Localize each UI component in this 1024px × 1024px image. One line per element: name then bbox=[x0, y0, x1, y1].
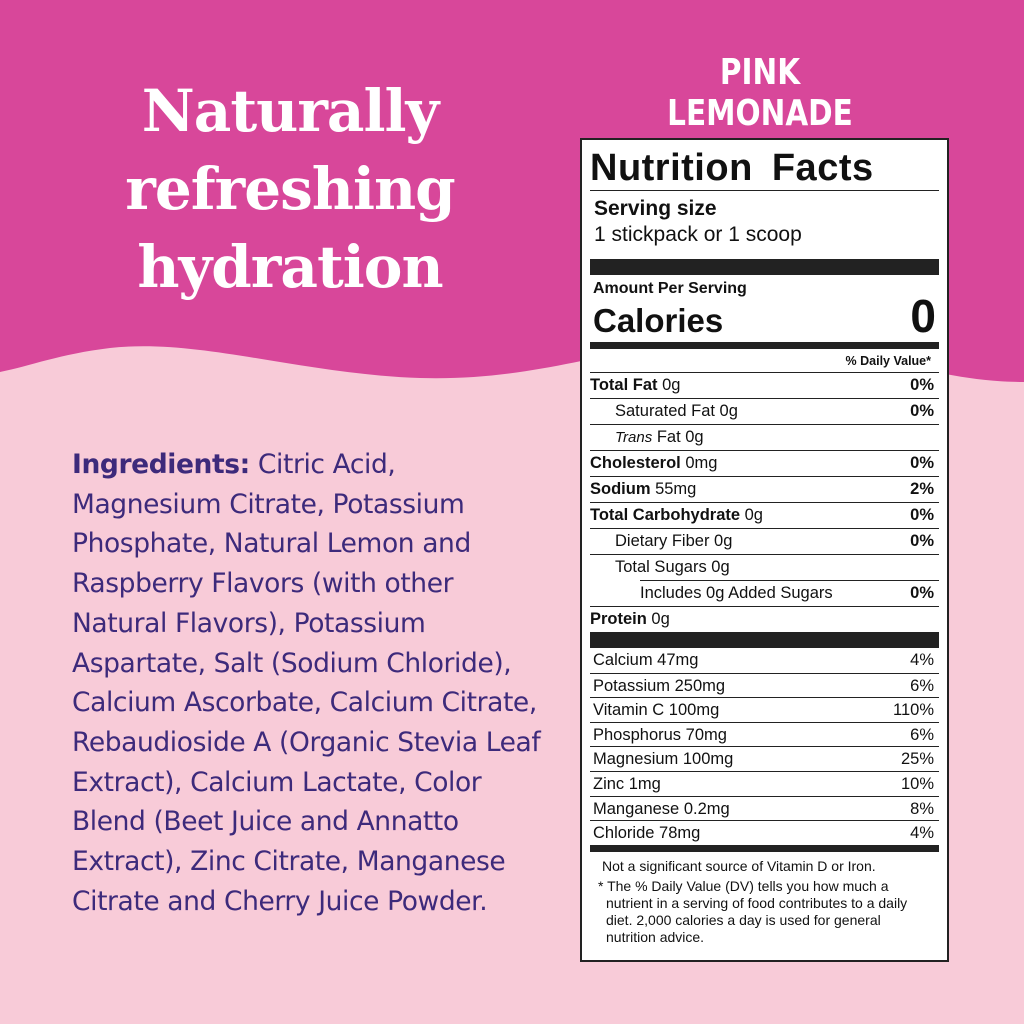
nutrient-dv: 0% bbox=[910, 532, 934, 550]
calories-label: Calories bbox=[593, 302, 724, 339]
divider bbox=[590, 342, 939, 349]
flavor-name: PINK LEMONADE bbox=[667, 52, 853, 134]
calories-row: Calories 0 bbox=[590, 292, 939, 340]
nutrient-row: Dietary Fiber 0g 0% bbox=[590, 528, 939, 554]
mineral-label: Potassium 250mg bbox=[593, 676, 726, 695]
amount-per-serving: Amount Per Serving bbox=[593, 280, 747, 297]
mineral-label: Phosphorus 70mg bbox=[593, 725, 727, 744]
mineral-row: Phosphorus 70mg 6% bbox=[590, 721, 939, 747]
serving-size-label: Serving size bbox=[594, 197, 717, 220]
mineral-label: Magnesium 100mg bbox=[593, 750, 734, 769]
nutrient-label: Cholesterol 0mg bbox=[590, 454, 718, 472]
nutrient-label: Trans Fat 0g bbox=[615, 428, 704, 446]
ingredients-text: Citric Acid, Magnesium Citrate, Potassiu… bbox=[72, 449, 541, 917]
divider bbox=[590, 259, 939, 275]
mineral-dv: 4% bbox=[910, 651, 934, 669]
nutrient-dv: 0% bbox=[910, 506, 934, 524]
mineral-row: Chloride 78mg 4% bbox=[590, 820, 939, 845]
mineral-label: Zinc 1mg bbox=[593, 774, 661, 793]
nutrient-dv: 0% bbox=[910, 454, 934, 472]
nutrient-label: Saturated Fat 0g bbox=[615, 402, 738, 420]
divider bbox=[590, 632, 939, 648]
headline-line: refreshing bbox=[125, 155, 455, 223]
mineral-dv: 6% bbox=[910, 676, 934, 695]
mineral-label: Manganese 0.2mg bbox=[593, 799, 730, 818]
mineral-dv: 4% bbox=[910, 824, 934, 843]
nutrient-dv: 2% bbox=[910, 480, 934, 498]
nutrient-italic: Trans bbox=[615, 429, 653, 446]
mineral-row: Potassium 250mg 6% bbox=[590, 672, 939, 698]
mineral-dv: 25% bbox=[900, 750, 934, 769]
headline-line: Naturally bbox=[141, 77, 439, 145]
mineral-dv: 8% bbox=[910, 799, 934, 818]
headline: Naturally refreshing hydration bbox=[60, 72, 520, 306]
mineral-row: Manganese 0.2mg 8% bbox=[590, 795, 939, 821]
nutrient-row: Sodium 55mg 2% bbox=[590, 476, 939, 502]
calories-value: 0 bbox=[910, 290, 936, 342]
mineral-dv: 10% bbox=[900, 774, 934, 793]
ingredients-label: Ingredients: bbox=[72, 449, 250, 480]
nutrient-row: Total Fat 0g 0% bbox=[590, 372, 939, 398]
nutrition-facts-panel: Nutrition Facts Serving size 1 stickpack… bbox=[580, 138, 949, 962]
nutrient-dv: 0% bbox=[910, 584, 934, 602]
daily-value-header: % Daily Value* bbox=[845, 354, 931, 368]
nutrition-title: Nutrition Facts bbox=[590, 147, 874, 189]
nutrient-dv: 0% bbox=[910, 402, 934, 420]
mineral-row: Magnesium 100mg 25% bbox=[590, 746, 939, 771]
nutrient-row: Saturated Fat 0g 0% bbox=[590, 398, 939, 424]
mineral-row: Zinc 1mg 10% bbox=[590, 770, 939, 796]
nutrient-label: Protein 0g bbox=[590, 610, 670, 628]
serving-size-value: 1 stickpack or 1 scoop bbox=[594, 223, 802, 246]
nutrient-row: Includes 0g Added Sugars 0% bbox=[640, 580, 939, 606]
nutrient-row: Protein 0g bbox=[590, 606, 939, 632]
footnote-dv: * The % Daily Value (DV) tells you how m… bbox=[598, 877, 908, 945]
nutrient-row: Total Sugars 0g bbox=[590, 554, 939, 580]
headline-line: hydration bbox=[137, 233, 443, 301]
nutrient-label: Total Sugars 0g bbox=[615, 558, 730, 576]
mineral-row: Calcium 47mg 4% bbox=[590, 648, 939, 673]
mineral-label: Vitamin C 100mg bbox=[593, 701, 720, 720]
nutrient-label: Sodium 55mg bbox=[590, 480, 697, 498]
mineral-label: Calcium 47mg bbox=[593, 651, 699, 669]
nutrient-row: Total Carbohydrate 0g 0% bbox=[590, 502, 939, 528]
nutrient-label: Includes 0g Added Sugars bbox=[640, 584, 833, 602]
nutrient-row: Trans Fat 0g bbox=[590, 424, 939, 450]
nutrient-label: Dietary Fiber 0g bbox=[615, 532, 733, 550]
mineral-row: Vitamin C 100mg 110% bbox=[590, 697, 939, 722]
nutrient-label: Total Carbohydrate 0g bbox=[590, 506, 763, 524]
ingredients: Ingredients: Citric Acid, Magnesium Citr… bbox=[72, 445, 542, 921]
nutrient-dv: 0% bbox=[910, 376, 934, 394]
mineral-label: Chloride 78mg bbox=[593, 824, 701, 843]
nutrient-label: Total Fat 0g bbox=[590, 376, 681, 394]
footnote-source: Not a significant source of Vitamin D or… bbox=[602, 857, 876, 874]
nutrient-row: Cholesterol 0mg 0% bbox=[590, 450, 939, 476]
mineral-dv: 110% bbox=[893, 701, 934, 720]
mineral-dv: 6% bbox=[910, 725, 934, 744]
divider bbox=[590, 844, 939, 852]
